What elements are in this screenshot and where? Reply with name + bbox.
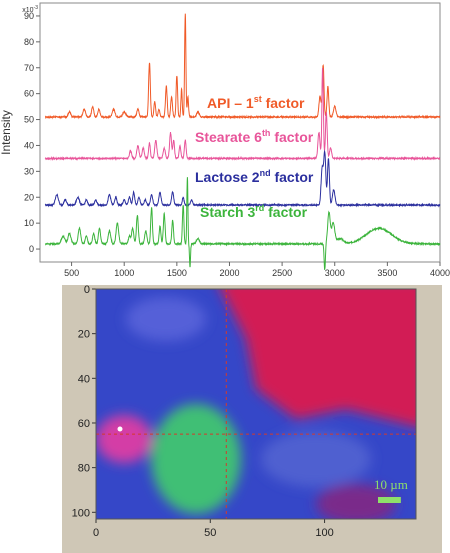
map-y-tick-label: 80 — [78, 463, 90, 475]
map-y-tick-label: 60 — [78, 418, 90, 430]
map-y-tick-label: 100 — [72, 507, 90, 519]
y-tick-label: 80 — [24, 37, 34, 47]
y-tick-label: 0 — [29, 244, 34, 254]
api-region — [221, 289, 416, 427]
x-tick-label: 3000 — [325, 268, 345, 278]
y-tick-label: 50 — [24, 115, 34, 125]
y-tick-label: 40 — [24, 140, 34, 150]
series-label-1: API – 1st factor — [207, 94, 305, 111]
y-axis-label: Intensity — [0, 110, 13, 155]
spectra-chart: 500 1000 1500 2000 2500 3000 3500 4000 0 10 20 30 40… — [0, 2, 450, 278]
bright-spot — [117, 426, 123, 432]
scale-bar — [378, 497, 401, 503]
series-label-2: Stearate 6th factor — [195, 128, 314, 145]
series-line-4 — [45, 177, 441, 270]
map-frame — [95, 288, 417, 520]
x-tick-label: 2500 — [272, 268, 292, 278]
starch-region — [151, 404, 241, 514]
map-x-tick-label: 50 — [204, 527, 216, 539]
series-line-3 — [44, 149, 441, 208]
series-label-4: Starch 3rd factor — [200, 203, 308, 220]
map-x-tick-label: 0 — [93, 527, 99, 539]
y-tick-label: 60 — [24, 89, 34, 99]
scale-bar-label: 10 µm — [374, 477, 408, 492]
y-tick-label: 20 — [24, 192, 34, 202]
series-line-1 — [45, 13, 441, 120]
y-scale-label: x10-3 — [22, 5, 38, 14]
stearate-region — [96, 415, 152, 463]
series-line-2 — [44, 67, 441, 161]
plot-frame — [39, 2, 441, 263]
series-label-3: Lactose 2nd factor — [195, 168, 314, 185]
x-tick-label: 4000 — [430, 268, 450, 278]
chemical-image-panel: 10 µm 0 20 40 60 80 100 0 50 100 — [62, 285, 442, 553]
x-tick-label: 1000 — [114, 268, 134, 278]
map-x-tick-label: 100 — [315, 527, 333, 539]
map-image — [96, 289, 416, 519]
y-tick-label: 10 — [24, 218, 34, 228]
map-y-tick-label: 20 — [78, 329, 90, 341]
y-tick-label: 30 — [24, 166, 34, 176]
map-y-tick-label: 0 — [84, 285, 90, 296]
x-tick-label: 500 — [64, 268, 79, 278]
y-tick-label: 70 — [24, 63, 34, 73]
x-tick-label: 2000 — [219, 268, 239, 278]
x-tick-label: 3500 — [377, 268, 397, 278]
x-tick-label: 1500 — [167, 268, 187, 278]
map-y-tick-label: 40 — [78, 373, 90, 385]
y-tick-label: 90 — [24, 11, 34, 21]
